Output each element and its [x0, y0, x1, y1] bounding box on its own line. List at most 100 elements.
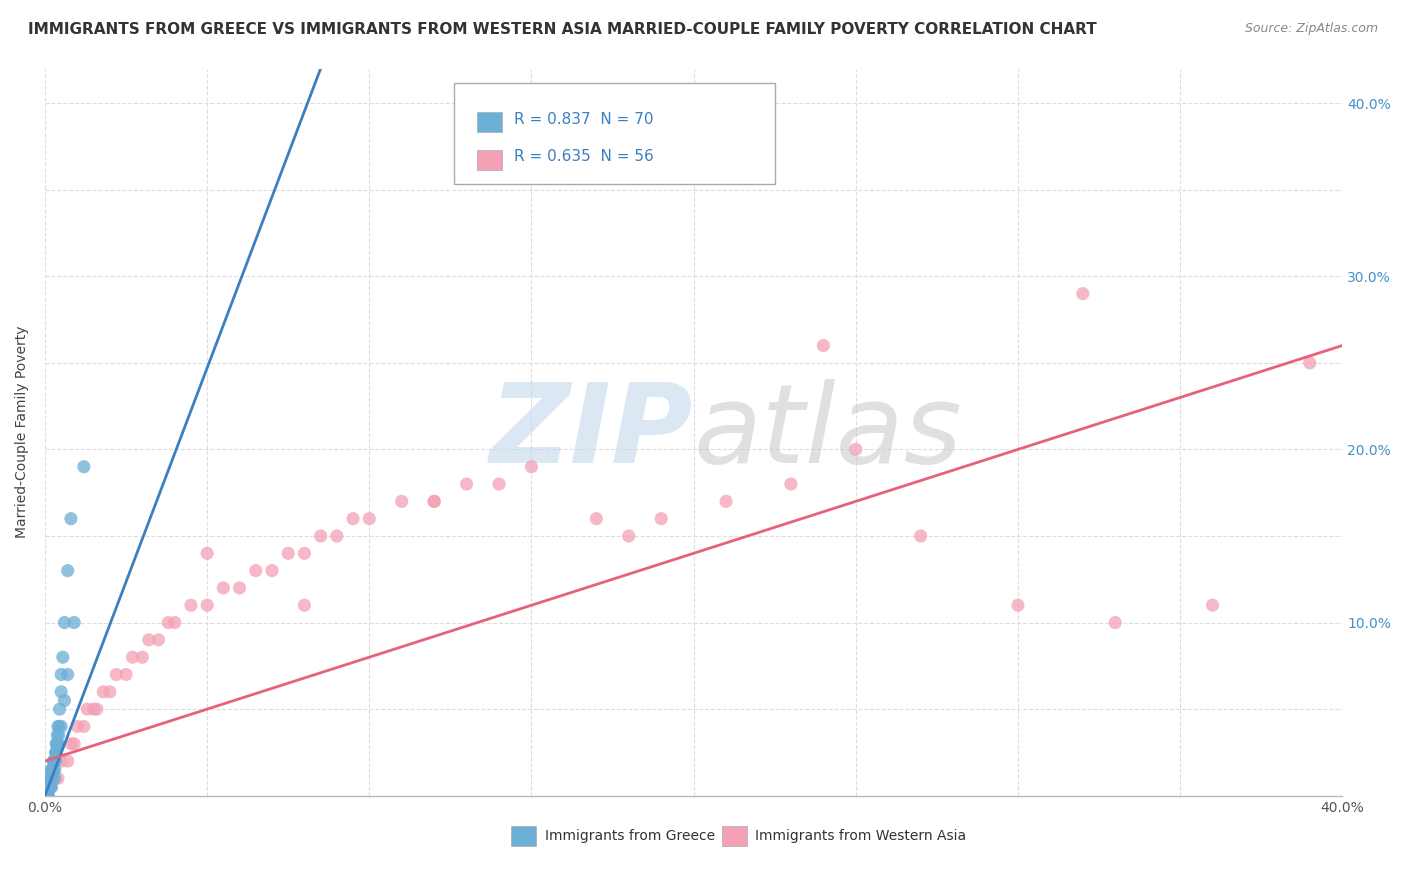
Point [41, 763, 63, 777]
Point [66, 719, 89, 733]
Point [35, 789, 58, 803]
Point [42, 754, 65, 768]
Text: ZIP: ZIP [491, 378, 693, 485]
Point [83, 702, 105, 716]
Point [1299, 356, 1322, 370]
Point [44, 763, 66, 777]
Point [813, 338, 835, 352]
Point [42, 754, 65, 768]
Point [41, 780, 63, 794]
Point [38, 780, 60, 794]
Point [37, 789, 59, 803]
Point [115, 667, 138, 681]
Point [48, 719, 70, 733]
Point [45, 746, 67, 760]
Point [714, 494, 737, 508]
Point [37, 789, 59, 803]
Text: Immigrants from Western Asia: Immigrants from Western Asia [755, 829, 966, 843]
Point [138, 632, 160, 647]
Point [51, 685, 73, 699]
Point [51, 719, 73, 733]
Point [37, 789, 59, 803]
Point [44, 754, 66, 768]
Point [46, 737, 69, 751]
Point [37, 789, 59, 803]
Point [63, 737, 86, 751]
Point [195, 546, 218, 560]
Point [93, 685, 115, 699]
Point [780, 477, 803, 491]
Point [650, 511, 672, 525]
Point [35, 789, 58, 803]
Point [56, 667, 79, 681]
Point [59, 737, 82, 751]
Point [39, 772, 62, 786]
Point [617, 529, 640, 543]
Point [121, 650, 143, 665]
Point [456, 477, 478, 491]
Point [41, 763, 63, 777]
Point [42, 763, 65, 777]
Point [46, 737, 69, 751]
Point [35, 789, 58, 803]
Point [48, 702, 70, 716]
Point [38, 780, 60, 794]
Point [46, 728, 69, 742]
Point [35, 789, 58, 803]
Point [228, 581, 250, 595]
Point [45, 746, 67, 760]
Point [86, 702, 108, 716]
Point [245, 564, 267, 578]
Point [34, 789, 56, 803]
Point [45, 737, 67, 751]
Point [56, 564, 79, 578]
Point [45, 746, 67, 760]
Point [1007, 599, 1029, 613]
Text: IMMIGRANTS FROM GREECE VS IMMIGRANTS FROM WESTERN ASIA MARRIED-COUPLE FAMILY POV: IMMIGRANTS FROM GREECE VS IMMIGRANTS FRO… [28, 22, 1097, 37]
Text: Immigrants from Greece: Immigrants from Greece [544, 829, 714, 843]
Point [309, 529, 332, 543]
Text: R = 0.837  N = 70: R = 0.837 N = 70 [513, 112, 652, 127]
Point [48, 728, 70, 742]
Point [46, 737, 69, 751]
Point [42, 754, 65, 768]
Point [34, 789, 56, 803]
Point [73, 459, 96, 474]
Point [845, 442, 868, 457]
Point [42, 763, 65, 777]
Point [520, 459, 543, 474]
Point [359, 511, 381, 525]
Point [585, 511, 607, 525]
Text: R = 0.635  N = 56: R = 0.635 N = 56 [513, 150, 654, 164]
Point [38, 780, 60, 794]
Point [34, 789, 56, 803]
Point [157, 615, 180, 630]
Point [76, 702, 98, 716]
Point [148, 632, 170, 647]
Point [41, 772, 63, 786]
Point [51, 754, 73, 768]
Point [37, 789, 59, 803]
Point [37, 780, 59, 794]
Point [38, 780, 60, 794]
Point [41, 772, 63, 786]
Point [131, 650, 153, 665]
Point [1201, 599, 1223, 613]
Point [41, 772, 63, 786]
Point [195, 599, 218, 613]
Point [488, 477, 510, 491]
Point [38, 780, 60, 794]
Point [260, 564, 283, 578]
Point [294, 599, 316, 613]
Point [35, 780, 58, 794]
Point [105, 667, 128, 681]
Point [342, 511, 364, 525]
Text: atlas: atlas [693, 378, 962, 485]
Point [98, 685, 121, 699]
Point [38, 772, 60, 786]
Point [35, 789, 58, 803]
Point [180, 599, 202, 613]
Point [38, 772, 60, 786]
Point [39, 772, 62, 786]
Y-axis label: Married-Couple Family Poverty: Married-Couple Family Poverty [15, 326, 30, 539]
